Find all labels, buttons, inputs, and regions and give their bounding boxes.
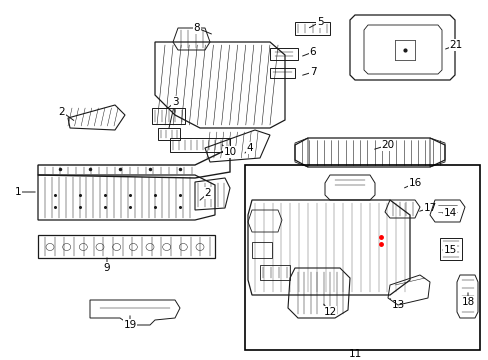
Text: 12: 12 [323, 307, 336, 317]
Text: 16: 16 [407, 178, 421, 188]
Text: 21: 21 [448, 40, 462, 50]
Bar [244, 165, 479, 350]
Text: 4: 4 [246, 143, 253, 153]
Text: 3: 3 [171, 97, 178, 107]
Text: 20: 20 [381, 140, 394, 150]
Text: 5: 5 [316, 17, 323, 27]
Text: 11: 11 [347, 349, 361, 359]
Text: 19: 19 [123, 320, 136, 330]
Text: 17: 17 [423, 203, 436, 213]
Text: 6: 6 [309, 47, 316, 57]
Text: 1: 1 [15, 187, 21, 197]
Text: 8: 8 [193, 23, 200, 33]
Text: 9: 9 [103, 263, 110, 273]
Text: 2: 2 [59, 107, 65, 117]
Text: 15: 15 [443, 245, 456, 255]
Text: 10: 10 [223, 147, 236, 157]
Text: 18: 18 [461, 297, 474, 307]
Text: 7: 7 [309, 67, 316, 77]
Text: 14: 14 [443, 208, 456, 218]
Text: 2: 2 [204, 188, 211, 198]
Text: 13: 13 [390, 300, 404, 310]
